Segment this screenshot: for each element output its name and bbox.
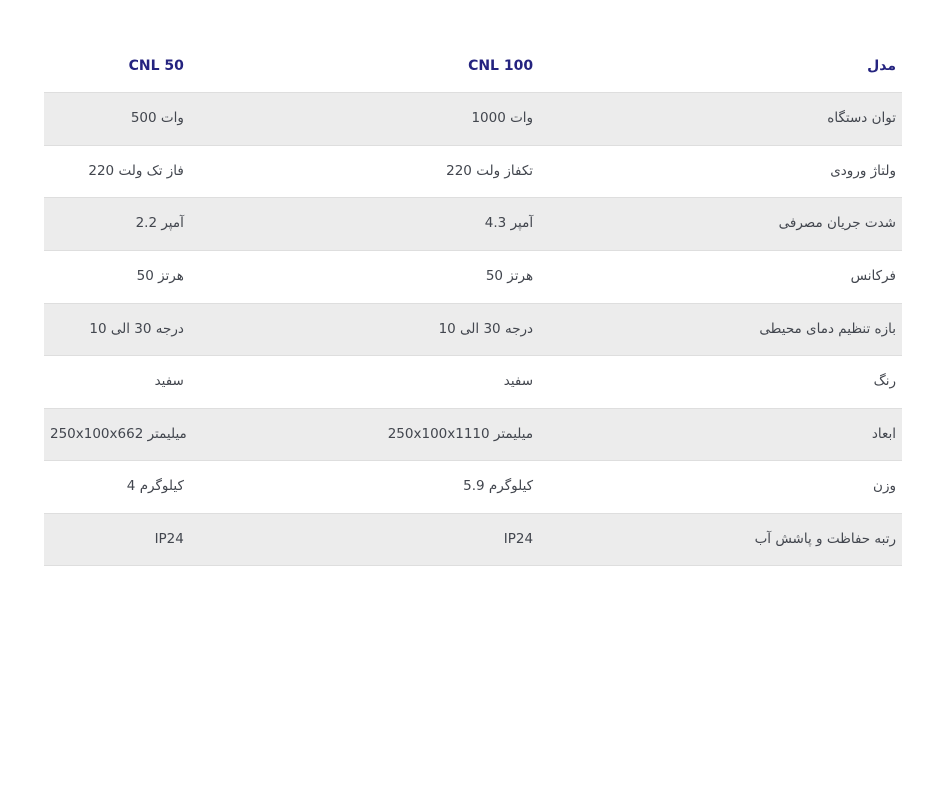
spec-value-cnl50: 10 الی 30 درجه [44, 303, 190, 357]
spec-label: ابعاد [539, 408, 902, 462]
spec-label: وزن [539, 460, 902, 514]
column-header-cnl100: CNL 100 [189, 40, 540, 94]
spec-value-cnl50: سفید [44, 355, 190, 409]
spec-label: توان دستگاه [539, 92, 902, 146]
spec-table-row: بازه تنظیم دمای محیطی 10 الی 30 درجه 10 ال… [44, 303, 902, 357]
spec-label: رتبه حفاظت و پاشش آب [539, 513, 902, 567]
spec-value-cnl50: 4 کیلوگرم [44, 460, 190, 514]
spec-value-cnl50: IP24 [44, 513, 190, 567]
spec-label: فرکانس [539, 250, 902, 304]
spec-table-row: رتبه حفاظت و پاشش آب IP24 IP24 [44, 513, 902, 567]
spec-value-cnl50: 500 وات [44, 92, 190, 146]
spec-value-cnl100: 250x100x1110 میلیمتر [189, 408, 540, 462]
spec-label: ولتاژ ورودی [539, 145, 902, 199]
spec-table-body: توان دستگاه 1000 وات 500 وات ولتاژ ورودی 220… [44, 92, 902, 567]
column-header-model: مدل [539, 40, 902, 94]
spec-value-cnl100: 5.9 کیلوگرم [189, 460, 540, 514]
spec-table-row: رنگ سفید سفید [44, 355, 902, 409]
column-header-cnl50: CNL 50 [44, 40, 190, 94]
spec-value-cnl100: 10 الی 30 درجه [189, 303, 540, 357]
spec-value-cnl100: 4.3 آمپر [189, 197, 540, 251]
spec-label: بازه تنظیم دمای محیطی [539, 303, 902, 357]
spec-label: رنگ [539, 355, 902, 409]
spec-label: شدت جریان مصرفی [539, 197, 902, 251]
spec-table-row: ولتاژ ورودی 220 ولت تکفاز 220 ولت تک فاز [44, 145, 902, 199]
spec-table-row: ابعاد 250x100x1110 میلیمتر 250x100x662 میل… [44, 408, 902, 462]
spec-table-row: شدت جریان مصرفی 4.3 آمپر 2.2 آمپر [44, 197, 902, 251]
spec-value-cnl100: IP24 [189, 513, 540, 567]
spec-value-cnl100: 1000 وات [189, 92, 540, 146]
spec-table-row: توان دستگاه 1000 وات 500 وات [44, 92, 902, 146]
spec-table-row: وزن 5.9 کیلوگرم 4 کیلوگرم [44, 460, 902, 514]
spec-value-cnl50: 220 ولت تک فاز [44, 145, 190, 199]
spec-table: مدل CNL 100 CNL 50 توان دستگاه 1000 وات 50… [44, 40, 902, 567]
product-specs-page: مدل CNL 100 CNL 50 توان دستگاه 1000 وات 50… [44, 40, 902, 567]
spec-value-cnl50: 250x100x662 میلیمتر [44, 408, 190, 462]
spec-value-cnl100: 50 هرتز [189, 250, 540, 304]
spec-value-cnl50: 50 هرتز [44, 250, 190, 304]
spec-table-row: فرکانس 50 هرتز 50 هرتز [44, 250, 902, 304]
spec-value-cnl100: سفید [189, 355, 540, 409]
spec-value-cnl50: 2.2 آمپر [44, 197, 190, 251]
spec-table-header-row: مدل CNL 100 CNL 50 [44, 40, 902, 94]
spec-value-cnl100: 220 ولت تکفاز [189, 145, 540, 199]
